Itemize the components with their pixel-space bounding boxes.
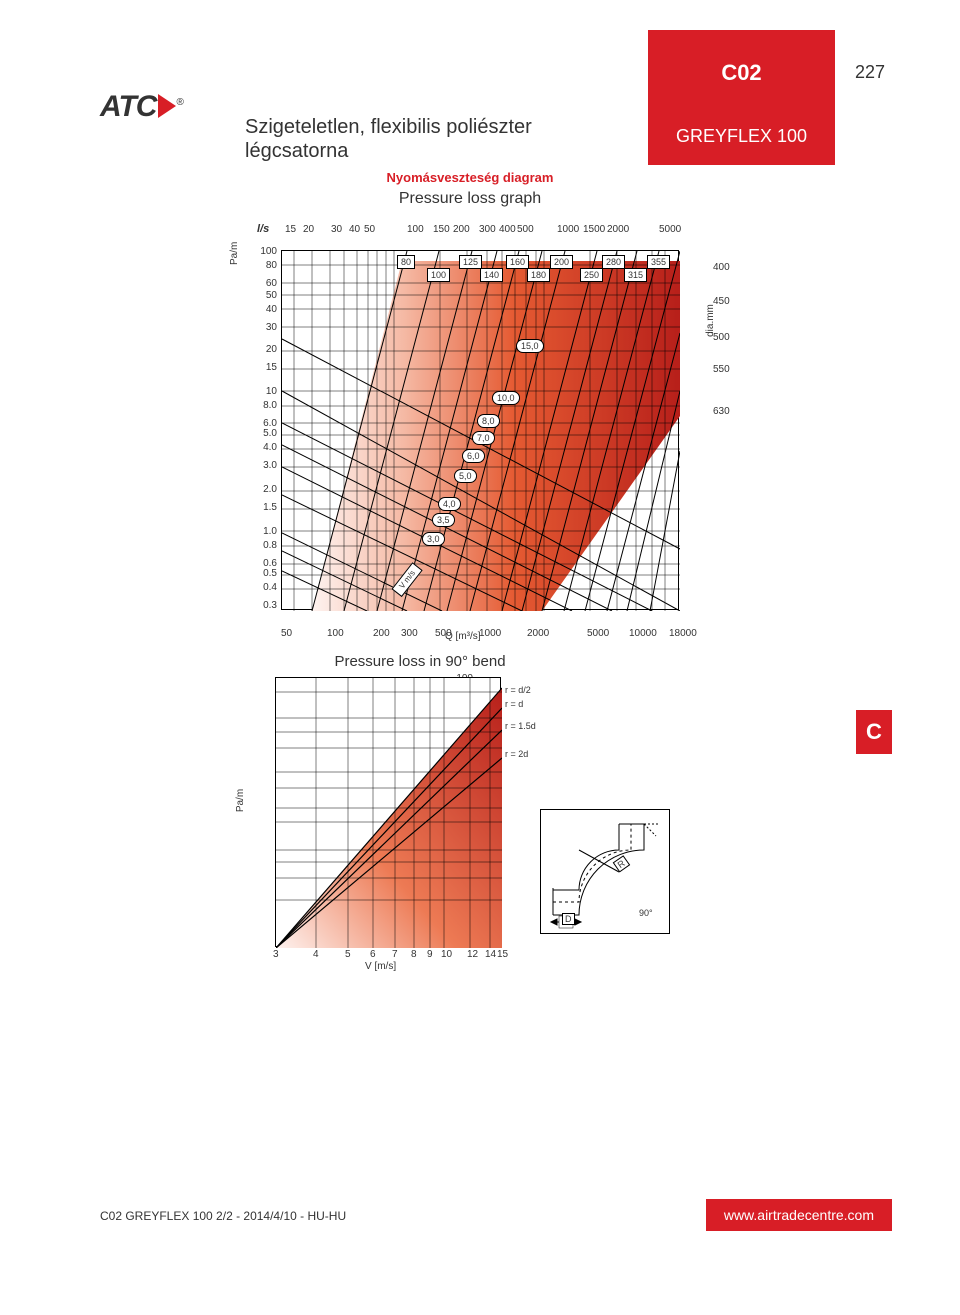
c2-xtick: 7 xyxy=(392,949,398,960)
c2-xtick: 8 xyxy=(411,949,417,960)
bend-loss-chart: Pressure loss in 90° bend Pa/m 100 80 50… xyxy=(235,655,705,965)
logo-reg: ® xyxy=(176,97,182,108)
c2-xtick: 9 xyxy=(427,949,433,960)
c2-xtick: 10 xyxy=(441,949,452,960)
vel-label: 8,0 xyxy=(477,414,500,428)
vel-label: 3,5 xyxy=(432,513,455,527)
c2-xtick: 3 xyxy=(273,949,279,960)
section-code: C02 xyxy=(648,60,835,86)
bend-diagram: D R 90° xyxy=(540,809,670,934)
vel-label: 15,0 xyxy=(516,339,544,353)
dia-label: 160 xyxy=(506,255,529,269)
side-tab: C xyxy=(856,710,892,754)
dia-label: 140 xyxy=(480,268,503,282)
page-title: Szigeteletlen, flexibilis poliészter lég… xyxy=(245,115,585,163)
q-axis-label: Q [m³/s] xyxy=(445,631,481,642)
c2-xtick: 4 xyxy=(313,949,319,960)
footer-info: C02 GREYFLEX 100 2/2 - 2014/4/10 - HU-HU xyxy=(100,1209,346,1223)
dia-label: 355 xyxy=(647,255,670,269)
logo: ATC ® xyxy=(100,90,183,124)
r-label: r = d xyxy=(505,699,523,709)
chart2-x-label: V [m/s] xyxy=(365,961,396,972)
page: C02 GREYFLEX 100 227 C ATC ® Szigeteletle… xyxy=(0,0,960,1315)
angle-label-box: 90° xyxy=(639,908,653,918)
dia-label: 100 xyxy=(427,268,450,282)
vel-label: 4,0 xyxy=(438,497,461,511)
chart2-title: Pressure loss in 90° bend xyxy=(295,653,545,670)
dia-label: 200 xyxy=(550,255,573,269)
vel-label: 10,0 xyxy=(492,391,520,405)
r-label: r = 1.5d xyxy=(505,721,536,731)
page-number: 227 xyxy=(855,62,885,83)
logo-text: ATC xyxy=(100,90,156,123)
chart1-plot: 80 100 125 140 160 180 200 250 280 315 3… xyxy=(281,250,679,610)
c2-xtick: 6 xyxy=(370,949,376,960)
dia-label: 315 xyxy=(624,268,647,282)
ls-axis-label: l/s xyxy=(257,223,269,235)
dia-label: 125 xyxy=(459,255,482,269)
dia-label: 80 xyxy=(397,255,415,269)
product-name: GREYFLEX 100 xyxy=(648,126,835,147)
footer: C02 GREYFLEX 100 2/2 - 2014/4/10 - HU-HU… xyxy=(100,1207,892,1235)
c2-xtick: 14 xyxy=(485,949,496,960)
chart2-svg xyxy=(276,678,502,948)
r-label: r = d/2 xyxy=(505,685,531,695)
dia-label: 180 xyxy=(527,268,550,282)
c2-xtick: 15 xyxy=(497,949,508,960)
logo-arrow-icon xyxy=(158,94,176,118)
dia-label: 280 xyxy=(602,255,625,269)
dia-label: 250 xyxy=(580,268,603,282)
subtitle: Pressure loss graph xyxy=(320,190,620,208)
chart2-plot xyxy=(275,677,501,947)
header-tab: C02 GREYFLEX 100 xyxy=(648,30,835,165)
vel-label: 3,0 xyxy=(422,532,445,546)
c2-xtick: 12 xyxy=(467,949,478,960)
vel-label: 6,0 xyxy=(462,449,485,463)
c2-xtick: 5 xyxy=(345,949,351,960)
vel-label: 5,0 xyxy=(454,469,477,483)
r-label: r = 2d xyxy=(505,749,528,759)
d-label-box: D xyxy=(562,913,575,925)
pam-axis-label: Pa/m xyxy=(229,242,240,265)
footer-url: www.airtradecentre.com xyxy=(706,1199,892,1231)
subtitle-red: Nyomásveszteség diagram xyxy=(320,170,620,185)
chart2-pam-label: Pa/m xyxy=(235,789,246,812)
pressure-loss-chart: l/s 15 20 30 40 50 100 150 200 300 400 5… xyxy=(235,220,705,640)
vel-label: 7,0 xyxy=(472,431,495,445)
